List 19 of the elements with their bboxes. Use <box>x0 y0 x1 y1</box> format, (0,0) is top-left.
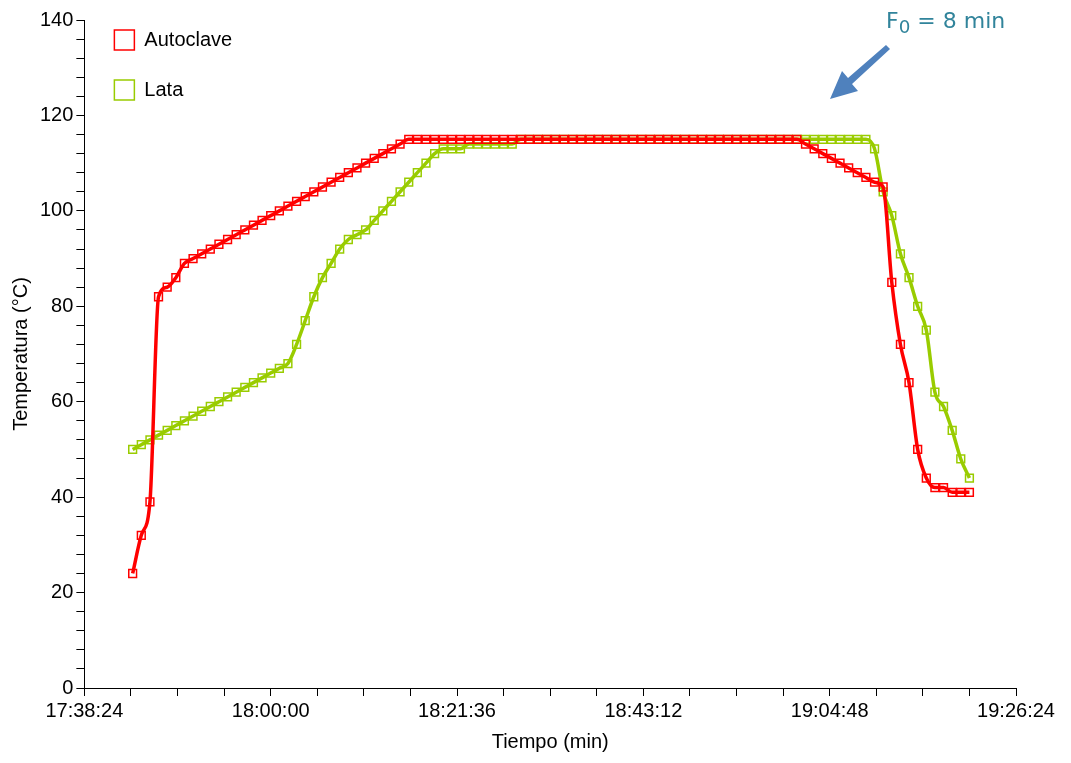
x-tick-label: 19:26:24 <box>977 698 1055 721</box>
y-tick-label: 120 <box>39 102 74 125</box>
x-tick-label: 18:21:36 <box>418 698 496 721</box>
x-tick-label: 18:43:12 <box>604 698 683 721</box>
y-tick-label: 140 <box>39 7 74 30</box>
y-tick-label: 100 <box>39 198 74 221</box>
annotation: F$_{0}$ = 8 min <box>886 8 1006 38</box>
legend-label: Autoclave <box>144 27 233 50</box>
y-tick-label: 0 <box>62 675 74 698</box>
y-axis-title: Temperatura (°C) <box>8 277 31 431</box>
y-tick-label: 20 <box>51 580 74 603</box>
x-axis-title: Tiempo (min) <box>491 729 609 752</box>
x-tick-label: 19:04:48 <box>790 698 869 721</box>
x-tick-label: 18:00:00 <box>231 698 310 721</box>
y-tick-label: 40 <box>51 484 74 507</box>
y-tick-label: 60 <box>51 389 74 412</box>
x-tick-label: 17:38:24 <box>45 698 124 721</box>
legend-label: Lata <box>144 77 185 100</box>
y-tick-label: 80 <box>51 293 74 316</box>
